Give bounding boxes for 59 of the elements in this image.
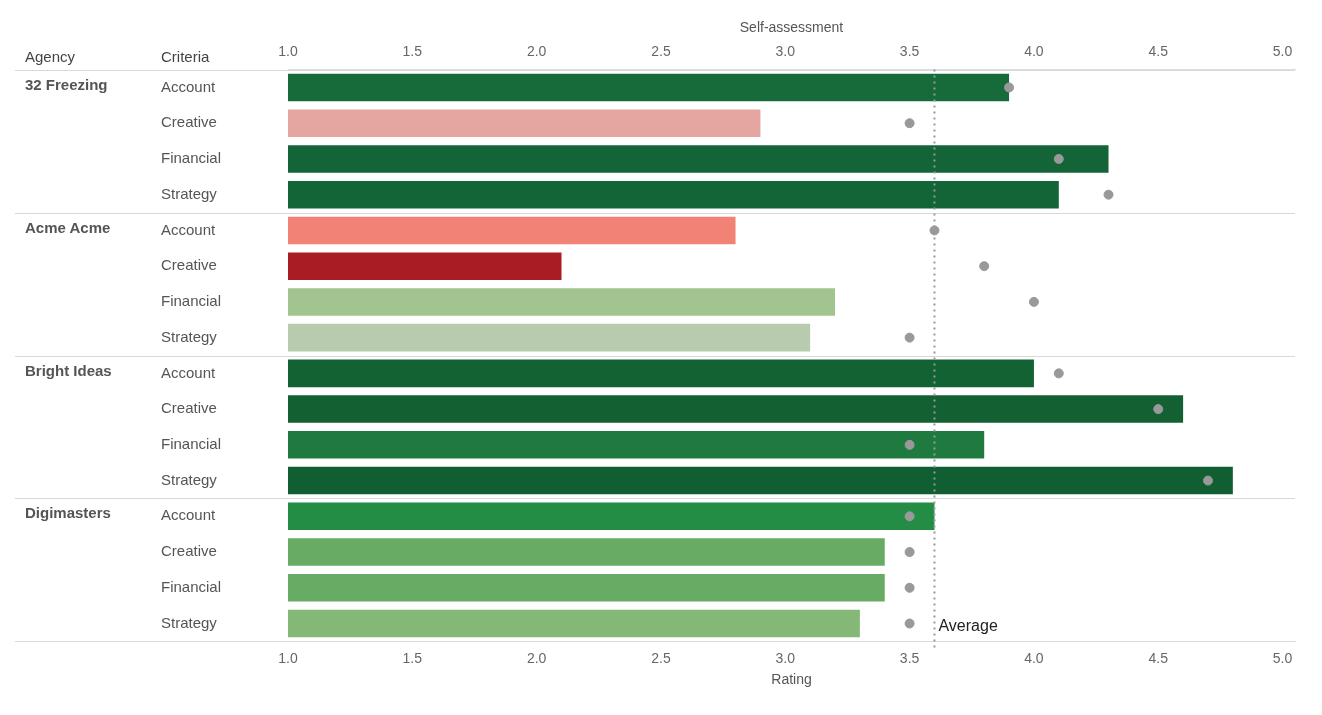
x2-tick-label: 2.5: [651, 649, 671, 666]
y-tick-label: Account: [161, 77, 217, 95]
y-tick-label: Financial: [161, 292, 222, 310]
x2-tick-label: 1.5: [402, 649, 423, 666]
ref-line-label: Average: [938, 616, 998, 634]
y-tick-label: Creative: [161, 113, 217, 131]
point: [979, 261, 990, 272]
point: [1103, 189, 1114, 200]
point: [904, 332, 915, 343]
text: Agency: [25, 47, 76, 65]
y-tick-label: Account: [161, 363, 217, 381]
y-tick-label: Strategy: [161, 470, 218, 488]
x-tick-label: 3.0: [775, 43, 796, 60]
point: [904, 439, 915, 450]
y-tick-label: Creative: [161, 256, 217, 274]
x-tick-label: 4.5: [1148, 43, 1169, 60]
text: Digimasters: [25, 504, 111, 522]
x-tick-label: 1.0: [278, 43, 298, 60]
point: [1028, 296, 1039, 307]
point: [929, 225, 940, 236]
y-tick-label: Financial: [161, 434, 222, 452]
point: [904, 582, 915, 593]
x2-tick-label: 5.0: [1272, 649, 1293, 666]
point: [1053, 153, 1064, 164]
x2-tick-label: 4.0: [1024, 649, 1044, 666]
point: [1004, 82, 1015, 93]
x2-tick-label: 3.5: [899, 649, 920, 666]
x-tick-label: 5.0: [1272, 43, 1293, 60]
x2-tick-label: 4.5: [1148, 649, 1169, 666]
point: [904, 547, 915, 558]
x2-tick-label: 2.0: [526, 649, 547, 666]
text: 32 Freezing: [25, 75, 108, 93]
x-tick-label: 2.0: [526, 43, 547, 60]
x-tick-label: 3.5: [899, 43, 920, 60]
x-tick-label: 4.0: [1024, 43, 1044, 60]
x-axis-title: Rating: [771, 671, 812, 688]
point: [1202, 475, 1213, 486]
x-tick-label: 2.5: [651, 43, 671, 60]
point: [1153, 404, 1164, 415]
x2-axis-title: Self-assessment: [739, 19, 844, 36]
y-tick-label: Account: [161, 506, 217, 524]
point: [904, 618, 915, 629]
y-tick-label: Strategy: [161, 184, 218, 202]
y-tick-label: Creative: [161, 542, 217, 560]
x2-tick-label: 3.0: [775, 649, 796, 666]
y-tick-label: Financial: [161, 149, 222, 167]
point: [904, 118, 915, 129]
y-tick-label: Financial: [161, 577, 222, 595]
text: Acme Acme: [25, 218, 111, 236]
y-tick-label: Creative: [161, 399, 217, 417]
text: Bright Ideas: [25, 361, 112, 379]
y-tick-label: Strategy: [161, 613, 218, 631]
x2-tick-label: 1.0: [278, 649, 298, 666]
point: [904, 511, 915, 522]
text: Criteria: [161, 47, 210, 65]
y-tick-label: Account: [161, 220, 217, 238]
y-tick-label: Strategy: [161, 327, 218, 345]
x-tick-label: 1.5: [402, 43, 423, 60]
point: [1053, 368, 1064, 379]
